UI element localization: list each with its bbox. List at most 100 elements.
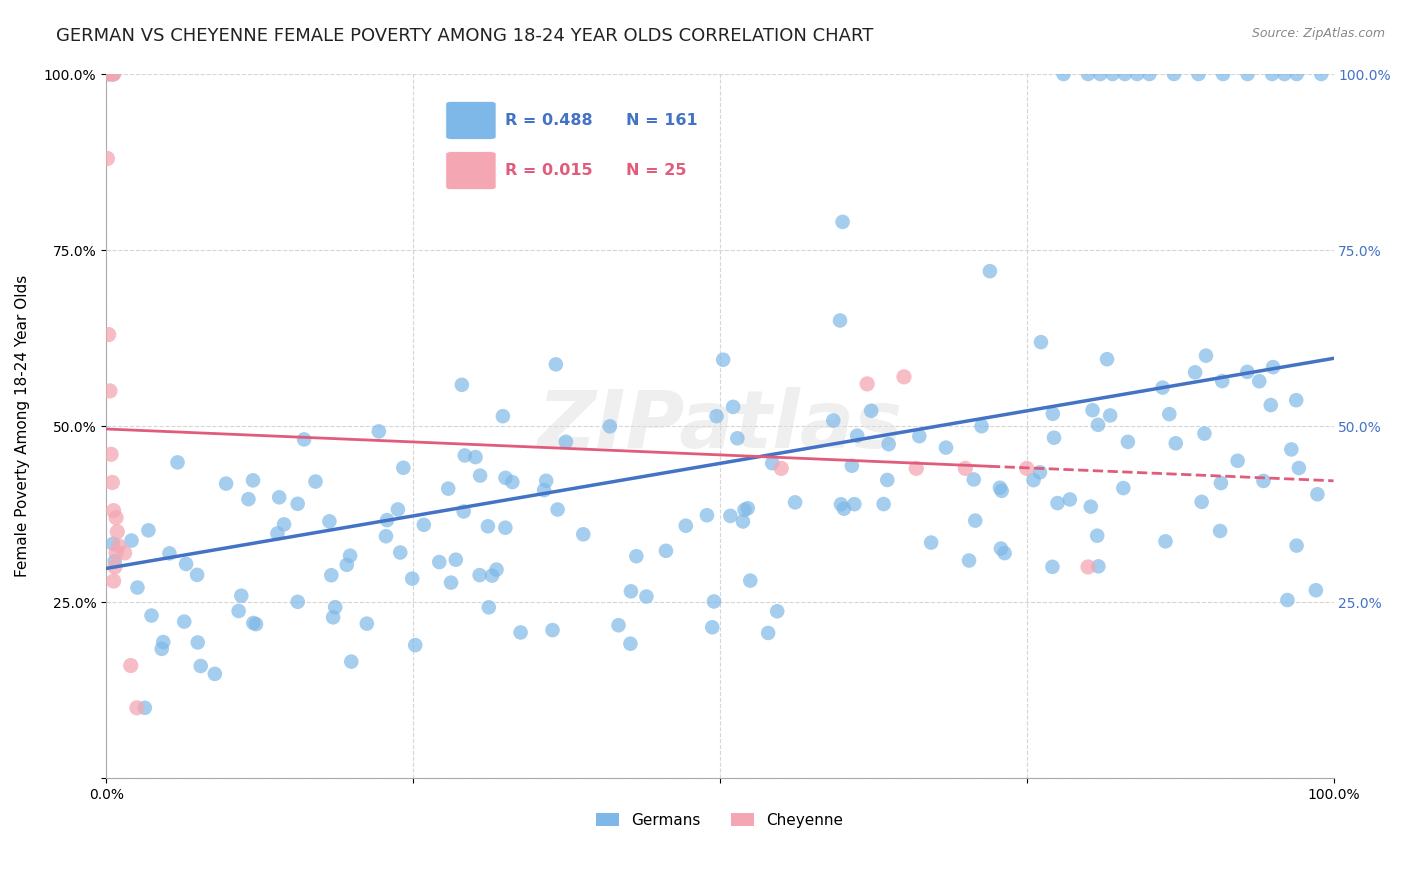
Point <box>1087 417 1109 432</box>
Text: R = 0.015: R = 0.015 <box>505 163 592 178</box>
Point <box>464 450 486 464</box>
Point <box>920 535 942 549</box>
Point <box>322 610 344 624</box>
Point <box>731 515 754 529</box>
Point <box>238 492 260 507</box>
Point <box>1029 335 1052 350</box>
Point <box>1305 583 1327 598</box>
Point <box>877 437 900 451</box>
Point <box>450 377 472 392</box>
Point <box>1042 559 1064 574</box>
Point <box>1261 360 1284 375</box>
Text: N = 161: N = 161 <box>626 113 697 128</box>
Point <box>734 503 756 517</box>
Point <box>1279 442 1302 457</box>
Point <box>404 638 426 652</box>
Point <box>572 527 595 541</box>
Point <box>1277 593 1299 607</box>
Point <box>101 67 124 81</box>
Point <box>1080 500 1102 514</box>
Point <box>626 549 648 564</box>
Point <box>105 510 128 524</box>
Text: GERMAN VS CHEYENNE FEMALE POVERTY AMONG 18-24 YEAR OLDS CORRELATION CHART: GERMAN VS CHEYENNE FEMALE POVERTY AMONG … <box>56 27 873 45</box>
Point <box>412 517 434 532</box>
Point <box>599 419 621 434</box>
Point <box>1085 529 1108 543</box>
Point <box>478 600 501 615</box>
Point <box>957 553 980 567</box>
Point <box>477 519 499 533</box>
Point <box>1194 426 1216 441</box>
Point <box>98 67 121 81</box>
Point <box>186 567 208 582</box>
Point <box>706 409 728 424</box>
Point <box>1288 461 1310 475</box>
Point <box>1101 67 1123 81</box>
Point <box>831 215 853 229</box>
Point <box>1154 534 1177 549</box>
Point <box>454 449 477 463</box>
Point <box>1236 67 1258 81</box>
Point <box>935 441 957 455</box>
Point <box>437 482 460 496</box>
Point <box>242 474 264 488</box>
Point <box>955 461 977 475</box>
Point <box>340 655 363 669</box>
Point <box>114 546 136 560</box>
Point <box>138 524 160 538</box>
Point <box>990 541 1012 556</box>
Point <box>190 659 212 673</box>
Text: R = 0.488: R = 0.488 <box>505 113 592 128</box>
Point <box>908 429 931 443</box>
Point <box>152 635 174 649</box>
Point <box>1191 495 1213 509</box>
Point <box>101 475 124 490</box>
Point <box>96 67 118 81</box>
Point <box>965 514 987 528</box>
Point <box>607 618 630 632</box>
Point <box>1209 476 1232 491</box>
Point <box>533 483 555 497</box>
Point <box>187 635 209 649</box>
Point <box>1184 365 1206 379</box>
Point <box>1249 374 1271 388</box>
Point <box>721 400 744 414</box>
Point <box>375 529 398 543</box>
Point <box>157 546 180 560</box>
Point <box>718 508 741 523</box>
Point <box>1285 67 1308 81</box>
Point <box>173 615 195 629</box>
Point <box>304 475 326 489</box>
Point <box>1274 67 1296 81</box>
Point <box>98 384 121 398</box>
FancyBboxPatch shape <box>446 102 496 139</box>
Point <box>1310 67 1333 81</box>
Point <box>1099 409 1122 423</box>
Point <box>375 513 398 527</box>
Point <box>269 491 291 505</box>
Point <box>273 517 295 532</box>
Point <box>1042 407 1064 421</box>
Point <box>103 67 125 81</box>
Point <box>495 471 517 485</box>
Point <box>1090 67 1112 81</box>
Point <box>387 502 409 516</box>
FancyBboxPatch shape <box>446 152 496 189</box>
Point <box>321 568 343 582</box>
Point <box>174 557 197 571</box>
Point <box>98 67 121 81</box>
Point <box>453 504 475 518</box>
Point <box>963 473 986 487</box>
Point <box>104 554 127 568</box>
Point <box>1126 67 1149 81</box>
Point <box>141 608 163 623</box>
Point <box>125 701 148 715</box>
Point <box>1159 407 1181 421</box>
Point <box>492 409 515 424</box>
Point <box>1022 473 1045 487</box>
Point <box>1164 436 1187 450</box>
Point <box>204 666 226 681</box>
Y-axis label: Female Poverty Among 18-24 Year Olds: Female Poverty Among 18-24 Year Olds <box>15 275 30 577</box>
Point <box>97 327 120 342</box>
Point <box>339 549 361 563</box>
